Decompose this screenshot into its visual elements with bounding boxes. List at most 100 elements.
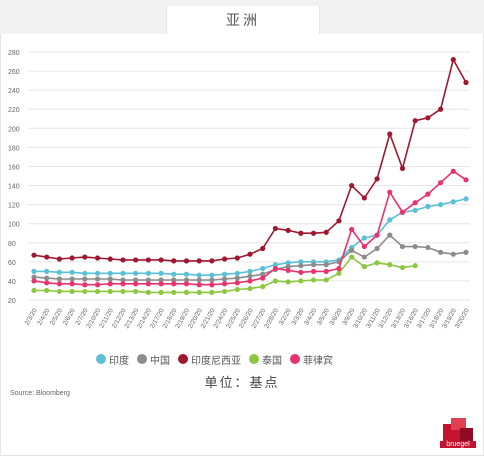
data-point [272, 265, 279, 272]
data-point [183, 281, 190, 287]
data-point [196, 289, 202, 295]
data-point [44, 275, 50, 281]
data-point [221, 281, 228, 287]
data-point [260, 284, 266, 290]
data-point [69, 281, 75, 287]
data-point [196, 277, 202, 283]
legend-label: 菲律宾 [303, 355, 333, 367]
data-point [145, 277, 151, 283]
data-point [94, 255, 101, 261]
y-axis: 20 40 60 80 100 120 140 160 180 200 220 240 260 280 [8, 50, 20, 305]
data-point [234, 270, 240, 276]
y-tick-label: 100 [8, 222, 20, 229]
data-point [107, 270, 113, 276]
data-point [107, 256, 113, 262]
data-point [158, 257, 164, 263]
data-point [221, 271, 228, 277]
data-point [69, 255, 75, 261]
data-point [336, 218, 342, 224]
x-axis: 2/3/202/4/202/5/202/6/202/7/202/10/202/1… [24, 307, 471, 330]
data-point [437, 249, 444, 255]
data-point [171, 258, 177, 264]
data-point [399, 209, 406, 215]
data-point [171, 289, 177, 295]
data-point [209, 282, 215, 288]
y-tick-label: 120 [8, 203, 20, 210]
data-point [94, 276, 101, 282]
data-point [209, 289, 215, 295]
data-point [133, 270, 139, 276]
data-point [412, 207, 418, 213]
data-point [399, 264, 406, 271]
data-point [171, 281, 177, 287]
legend-label: 印度尼西亚 [191, 355, 241, 367]
data-point [387, 131, 393, 137]
data-point [336, 265, 342, 272]
data-point [260, 275, 266, 281]
data-point [272, 278, 279, 284]
data-point [361, 254, 367, 260]
data-point [349, 226, 355, 233]
data-point [361, 235, 367, 241]
data-point [323, 277, 329, 283]
legend-swatch [96, 354, 106, 364]
data-point [158, 270, 164, 276]
data-point [399, 165, 406, 171]
legend: 印度 中国 印度尼西亚 泰国 菲律宾 [96, 350, 476, 368]
y-tick-label: 40 [8, 279, 16, 286]
data-point [336, 270, 342, 276]
data-point [387, 189, 393, 195]
data-point [82, 254, 88, 260]
data-point [69, 269, 75, 275]
data-point [247, 278, 253, 284]
data-point [463, 249, 469, 255]
data-point [361, 264, 367, 270]
data-point [209, 272, 215, 278]
data-point [44, 268, 50, 274]
data-point [298, 230, 304, 236]
source-note: Source: Bloomberg [10, 390, 70, 397]
data-point [82, 282, 88, 288]
legend-item: 菲律宾 [290, 352, 333, 367]
data-point [349, 182, 355, 189]
data-point [450, 168, 456, 174]
data-point [107, 276, 113, 282]
data-point [323, 229, 329, 235]
data-point [107, 288, 113, 295]
data-point [120, 270, 126, 276]
data-point [31, 278, 37, 284]
data-point [425, 203, 431, 210]
data-point [260, 271, 266, 277]
data-point [260, 245, 266, 252]
y-tick-label: 280 [8, 50, 20, 57]
data-point [196, 282, 202, 288]
data-point [171, 277, 177, 283]
data-point [44, 254, 50, 260]
data-point [298, 269, 304, 275]
series-3 [31, 254, 418, 295]
series-0 [31, 196, 469, 278]
data-point [272, 225, 279, 232]
data-point [247, 268, 253, 274]
data-point [120, 288, 126, 295]
data-point [82, 270, 88, 276]
data-point [44, 280, 50, 286]
data-point [56, 269, 63, 275]
data-point [31, 287, 37, 294]
data-point [120, 277, 126, 283]
y-tick-label: 60 [8, 260, 16, 267]
data-point [133, 257, 139, 263]
data-point [412, 243, 418, 250]
data-point [387, 232, 393, 238]
title-tab: 亚洲 [166, 6, 320, 34]
data-point [133, 277, 139, 283]
data-point [221, 276, 228, 282]
data-point [463, 196, 469, 202]
data-point [298, 278, 304, 284]
data-point [69, 288, 75, 295]
legend-swatch [290, 354, 300, 364]
data-point [234, 286, 240, 293]
data-point [349, 254, 355, 260]
data-point [285, 279, 291, 285]
